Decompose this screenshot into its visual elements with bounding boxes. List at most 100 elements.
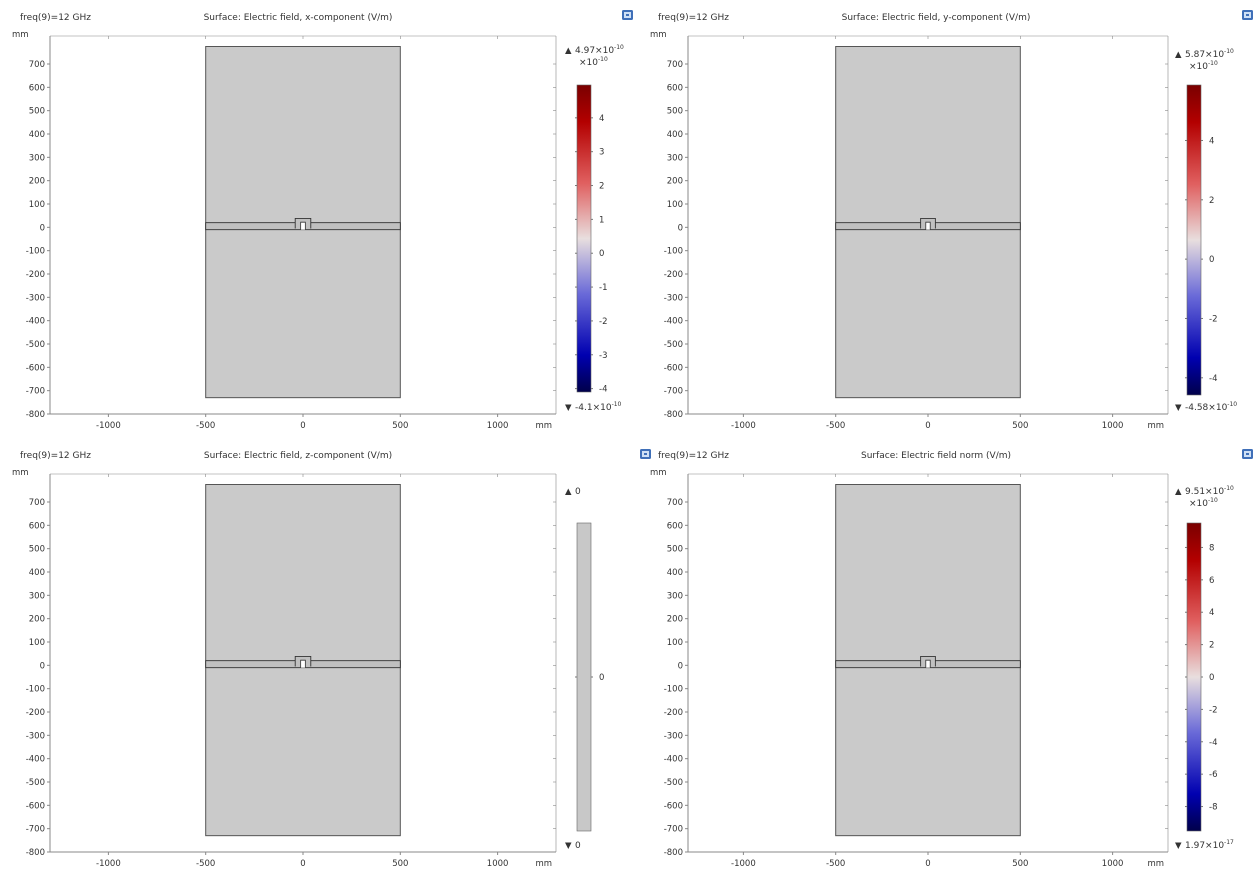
colorbar-min-label: -4.58×10-10 xyxy=(1185,401,1237,413)
arrow-up-icon: ▲ xyxy=(1175,50,1182,60)
x-tick-label: -500 xyxy=(196,859,215,869)
y-tick-label: -700 xyxy=(664,387,683,397)
y-tick-label: 100 xyxy=(29,200,45,210)
colorbar-min-label: 0 xyxy=(575,841,581,851)
colorbar-tick-label: -4 xyxy=(1209,738,1217,748)
gap-slot xyxy=(300,221,306,230)
y-tick-label: -200 xyxy=(664,708,683,718)
x-tick-label: 0 xyxy=(925,421,930,431)
x-tick-label: -500 xyxy=(826,421,845,431)
colorbar-max-label-exponent: -10 xyxy=(1224,48,1234,55)
y-tick-label: -800 xyxy=(664,848,683,858)
colorbar-min-label: 1.97×10-17 xyxy=(1185,839,1234,851)
y-tick-label: 700 xyxy=(29,60,45,70)
colorbar-tick-label: 1 xyxy=(599,215,604,225)
camera-snapshot-icon-dot xyxy=(644,453,647,455)
camera-snapshot-icon-dot xyxy=(626,14,629,16)
y-tick-label: -300 xyxy=(26,293,45,303)
y-tick-label: -200 xyxy=(664,270,683,280)
y-tick-label: -600 xyxy=(664,363,683,373)
y-tick-label: -600 xyxy=(26,801,45,811)
y-tick-label: 400 xyxy=(29,130,45,140)
y-tick-label: 0 xyxy=(40,223,45,233)
y-tick-label: -300 xyxy=(26,731,45,741)
camera-snapshot-icon[interactable] xyxy=(622,10,633,20)
parameter-label: freq(9)=12 GHz xyxy=(658,451,729,461)
x-tick-label: 500 xyxy=(392,421,408,431)
y-tick-label: -100 xyxy=(26,685,45,695)
y-tick-label: 400 xyxy=(667,130,683,140)
y-tick-label: 600 xyxy=(29,521,45,531)
arrow-down-icon: ▼ xyxy=(1175,403,1182,413)
camera-snapshot-icon-dot xyxy=(1246,14,1249,16)
colorbar-tick-label: -3 xyxy=(599,351,607,361)
y-tick-label: 100 xyxy=(667,200,683,210)
y-tick-label: 600 xyxy=(667,83,683,93)
colorbar-gradient xyxy=(1186,522,1202,832)
y-tick-label: -500 xyxy=(664,340,683,350)
x-tick-label: -500 xyxy=(826,859,845,869)
y-tick-label: 700 xyxy=(667,60,683,70)
y-tick-label: 600 xyxy=(29,83,45,93)
colorbar-tick-label: 2 xyxy=(1209,641,1214,651)
y-tick-label: 400 xyxy=(667,568,683,578)
colorbar-gradient xyxy=(1186,84,1202,396)
colorbar-tick-label: 0 xyxy=(599,249,604,259)
plot-panel-2: freq(9)=12 GHz mm Surface: Electric field,… xyxy=(650,13,1237,431)
colorbar-max-label-times: ×10 xyxy=(1205,487,1224,497)
y-tick-label: -100 xyxy=(26,247,45,257)
colorbar-scale-times: ×10 xyxy=(1189,62,1208,72)
y-tick-label: -400 xyxy=(26,755,45,765)
y-unit-label: mm xyxy=(12,30,29,40)
x-tick-label: 1000 xyxy=(487,859,509,869)
colorbar-max-label: 5.87×10-10 xyxy=(1185,48,1234,60)
colorbar-tick-label: -8 xyxy=(1209,803,1217,813)
arrow-up-icon: ▲ xyxy=(1175,487,1182,497)
colorbar-tick-label: 2 xyxy=(599,182,604,192)
y-tick-label: -400 xyxy=(26,317,45,327)
y-tick-label: -600 xyxy=(664,801,683,811)
colorbar-max-label-times: ×10 xyxy=(595,46,614,56)
plot-panel-4: freq(9)=12 GHz mm Surface: Electric field … xyxy=(650,451,1234,869)
y-tick-label: -400 xyxy=(664,317,683,327)
y-tick-label: -200 xyxy=(26,708,45,718)
camera-snapshot-icon[interactable] xyxy=(1242,449,1253,459)
x-tick-label: -1000 xyxy=(96,859,121,869)
y-tick-label: 500 xyxy=(29,545,45,555)
parameter-label: freq(9)=12 GHz xyxy=(658,13,729,23)
x-tick-label: -1000 xyxy=(731,421,756,431)
colorbar-tick-label: -2 xyxy=(599,317,607,327)
plot-title: Surface: Electric field, z-component (V/… xyxy=(204,451,392,461)
y-tick-label: -600 xyxy=(26,363,45,373)
y-tick-label: 100 xyxy=(29,638,45,648)
y-tick-label: 0 xyxy=(40,661,45,671)
colorbar-tick-label: -1 xyxy=(599,283,607,293)
colorbar-tick-label: 0 xyxy=(1209,255,1214,265)
camera-snapshot-icon[interactable] xyxy=(1242,10,1253,20)
y-tick-label: 400 xyxy=(29,568,45,578)
x-tick-label: -1000 xyxy=(96,421,121,431)
arrow-up-icon: ▲ xyxy=(565,487,572,497)
y-tick-label: -800 xyxy=(664,410,683,420)
y-tick-label: -400 xyxy=(664,755,683,765)
colorbar-tick-label: 3 xyxy=(599,148,604,158)
gap-slot xyxy=(300,659,306,668)
colorbar-min-label-mantissa: 1.97 xyxy=(1185,841,1205,851)
camera-snapshot-icon[interactable] xyxy=(640,449,651,459)
colorbar-min-label-times: ×10 xyxy=(1205,841,1224,851)
colorbar-tick-label: -2 xyxy=(1209,705,1217,715)
colorbar-tick-label: 8 xyxy=(1209,543,1214,553)
y-tick-label: -200 xyxy=(26,270,45,280)
colorbar-min-label-exponent: -10 xyxy=(612,401,622,408)
plot-title: Surface: Electric field, x-component (V/… xyxy=(204,13,393,23)
colorbar-scale-exponent: -10 xyxy=(598,56,608,63)
y-tick-label: 0 xyxy=(678,661,683,671)
colorbar-tick-label: 2 xyxy=(1209,196,1214,206)
y-tick-label: 500 xyxy=(667,107,683,117)
colorbar-max-label-exponent: -10 xyxy=(1224,485,1234,492)
x-tick-label: 1000 xyxy=(1102,421,1124,431)
colorbar-max-label-mantissa: 4.97 xyxy=(575,46,595,56)
colorbar-tick-label: 6 xyxy=(1209,576,1214,586)
colorbar-max-label: 9.51×10-10 xyxy=(1185,485,1234,497)
y-tick-label: 100 xyxy=(667,638,683,648)
